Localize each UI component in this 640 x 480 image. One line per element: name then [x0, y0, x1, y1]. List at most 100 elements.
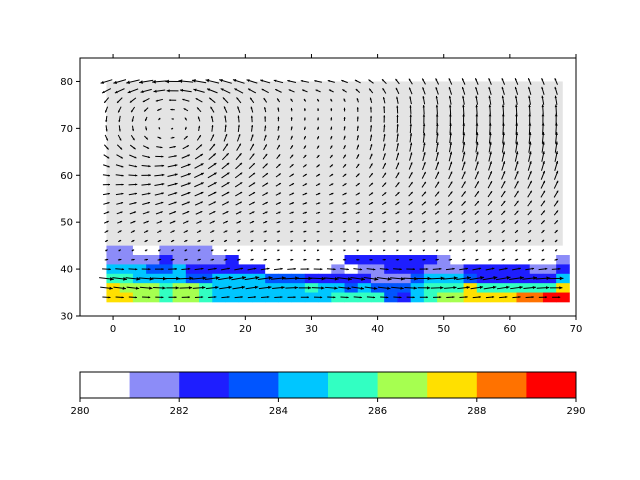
- vector-arrow: [422, 132, 426, 143]
- vector-arrow: [461, 78, 466, 85]
- vector-arrow: [165, 276, 180, 281]
- vector-arrow: [474, 171, 479, 180]
- vector-arrow: [434, 210, 440, 215]
- vector-arrow: [488, 141, 492, 153]
- vector-arrow: [207, 172, 217, 179]
- vector-arrow: [315, 183, 321, 187]
- vector-arrow: [461, 230, 466, 233]
- vector-arrow: [219, 78, 232, 84]
- vector-arrow: [515, 113, 518, 125]
- vector-arrow: [433, 296, 442, 299]
- vector-arrow: [514, 258, 519, 261]
- vector-arrow: [236, 143, 242, 151]
- heatmap-cell: [251, 273, 266, 284]
- heatmap-cell: [304, 264, 319, 275]
- vector-arrow: [527, 220, 532, 225]
- vector-arrow: [487, 200, 493, 207]
- heatmap-cell: [490, 245, 504, 256]
- vector-arrow: [303, 108, 306, 112]
- vector-arrow: [461, 191, 466, 198]
- vector-arrow: [287, 296, 296, 299]
- vector-arrow: [356, 258, 360, 261]
- vector-arrow: [448, 230, 453, 233]
- vector-arrow: [126, 79, 140, 84]
- vector-arrow: [117, 106, 122, 113]
- vector-arrow: [461, 151, 466, 162]
- vector-arrow: [485, 267, 495, 271]
- vector-arrow: [261, 296, 270, 299]
- vector-arrow: [408, 181, 413, 188]
- vector-arrow: [514, 86, 519, 95]
- vector-arrow: [99, 277, 114, 281]
- heatmap-cell: [503, 264, 517, 275]
- vector-arrow: [528, 113, 532, 125]
- heatmap-cell: [542, 264, 557, 275]
- vector-arrow: [408, 201, 413, 206]
- vector-arrow: [461, 181, 466, 189]
- heatmap-cell: [172, 245, 187, 256]
- vector-arrow: [221, 162, 230, 170]
- vector-arrow: [435, 104, 439, 115]
- vector-arrow: [317, 126, 319, 131]
- vector-arrow: [210, 258, 215, 261]
- vector-arrow: [487, 171, 493, 180]
- vector-arrow: [275, 182, 282, 187]
- vector-arrow: [104, 134, 109, 141]
- vector-arrow: [448, 95, 452, 105]
- vector-arrow: [368, 211, 374, 215]
- vector-arrow: [182, 220, 189, 224]
- vector-arrow: [342, 182, 347, 187]
- heatmap-cell: [225, 264, 240, 275]
- vector-arrow: [155, 201, 164, 206]
- heatmap-cell: [146, 255, 160, 265]
- vector-arrow: [234, 172, 243, 179]
- heatmap-cell: [238, 245, 253, 256]
- vector-arrow: [329, 258, 333, 261]
- vector-arrow: [393, 268, 402, 271]
- heatmap-cell: [344, 292, 359, 303]
- vector-arrow: [447, 201, 453, 206]
- heatmap-cell: [146, 264, 160, 275]
- vector-arrow: [142, 155, 151, 158]
- vector-arrow: [264, 125, 267, 132]
- vector-arrow: [541, 95, 545, 105]
- vector-arrow: [368, 192, 374, 196]
- vector-arrow: [422, 239, 426, 243]
- vector-arrow: [474, 181, 480, 189]
- vector-arrow: [435, 151, 439, 162]
- colorbar-tick-label: 282: [170, 406, 189, 417]
- vector-arrow: [474, 200, 480, 207]
- vector-arrow: [153, 89, 166, 93]
- vector-arrow: [540, 200, 546, 207]
- heatmap-cell: [344, 264, 359, 275]
- vector-arrow: [271, 276, 286, 280]
- vector-arrow: [275, 163, 281, 169]
- vector-arrow: [168, 296, 177, 299]
- vector-arrow: [457, 285, 470, 290]
- vector-arrow: [289, 258, 294, 261]
- vector-arrow: [329, 145, 333, 150]
- vector-arrow: [448, 161, 453, 171]
- colorbar-tick-label: 286: [368, 406, 387, 417]
- vector-arrow: [514, 210, 519, 216]
- vector-arrow: [395, 220, 400, 224]
- vector-arrow: [264, 116, 267, 122]
- vector-arrow: [142, 201, 151, 205]
- vector-arrow: [329, 173, 334, 177]
- vector-arrow: [368, 79, 374, 84]
- vector-arrow: [514, 180, 519, 189]
- vector-arrow: [194, 191, 204, 197]
- colorbar-segment: [228, 372, 279, 398]
- vector-arrow: [249, 97, 255, 104]
- heatmap-cell: [238, 292, 253, 303]
- vector-arrow: [553, 210, 559, 216]
- y-tick-label: 80: [60, 77, 73, 88]
- vector-arrow: [488, 113, 492, 125]
- vector-arrow: [552, 296, 561, 299]
- vector-arrow: [157, 239, 162, 243]
- vector-arrow: [290, 98, 294, 102]
- vector-arrow: [355, 192, 361, 196]
- vector-arrow: [235, 191, 243, 197]
- vector-arrow: [461, 86, 466, 95]
- vector-arrow: [541, 151, 545, 162]
